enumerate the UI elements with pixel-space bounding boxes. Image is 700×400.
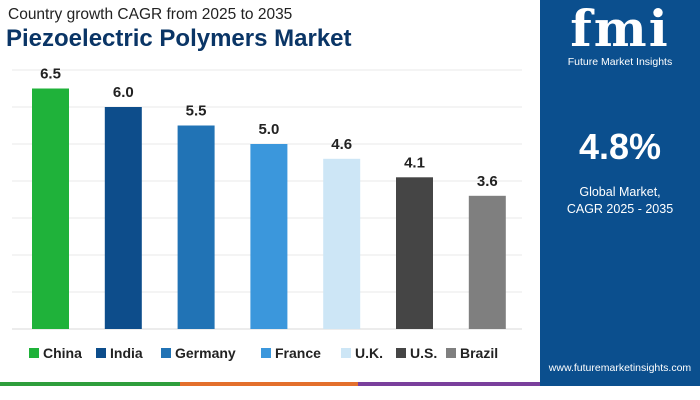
data-label-u-s: 4.1 [404, 154, 425, 171]
bar-u-s [396, 177, 433, 329]
legend-swatch-u-k [341, 348, 351, 358]
legend-swatch-france [261, 348, 271, 358]
cagr-label-line2: CAGR 2025 - 2035 [566, 202, 674, 216]
legend-label-india: India [110, 345, 143, 361]
footer-segment-blue [540, 382, 700, 386]
global-cagr-label: Global Market, CAGR 2025 - 2035 [540, 184, 700, 218]
chart-title: Piezoelectric Polymers Market [6, 25, 352, 52]
cagr-label-line1: Global Market, [579, 185, 661, 199]
data-label-france: 5.0 [258, 121, 279, 138]
data-label-brazil: 3.6 [477, 173, 498, 190]
legend-label-u-k: U.K. [355, 345, 383, 361]
logo-mark: fmi [570, 0, 670, 58]
bar-brazil [468, 195, 506, 329]
legend-label-u-s: U.S. [410, 345, 437, 361]
bar-u-k [323, 158, 361, 329]
footer-color-bar [0, 382, 700, 386]
data-label-india: 6.0 [113, 84, 134, 101]
legend-swatch-germany [161, 348, 171, 358]
footer-segment-purple [358, 382, 540, 386]
bar-france [250, 144, 288, 329]
side-panel: fmi Future Market Insights 4.8% Global M… [540, 0, 700, 382]
logo-text: Future Market Insights [567, 56, 673, 68]
chart-subtitle: Country growth CAGR from 2025 to 2035 [8, 6, 293, 23]
global-cagr-value: 4.8% [578, 126, 662, 167]
legend-swatch-brazil [446, 348, 456, 358]
website-link[interactable]: www.futuremarketinsights.com [548, 362, 692, 374]
legend-label-germany: Germany [175, 345, 236, 361]
legend-swatch-u-s [396, 348, 406, 358]
legend-label-brazil: Brazil [460, 345, 498, 361]
footer-segment-orange [180, 382, 358, 386]
data-label-u-k: 4.6 [331, 136, 352, 153]
bar-germany [177, 125, 215, 329]
fmi-logo: fmi Future Market Insights [540, 0, 700, 74]
data-label-germany: 5.5 [186, 103, 207, 120]
bar-china [32, 88, 69, 329]
legend-swatch-india [96, 348, 106, 358]
legend-swatch-china [29, 348, 39, 358]
bar-india [104, 107, 142, 329]
legend-label-france: France [275, 345, 321, 361]
data-label-china: 6.5 [40, 66, 61, 83]
footer-segment-green [0, 382, 180, 386]
bar-chart: 6.5 6.0 5.5 5.0 4.6 4.1 3.6 China India Germany Fr… [12, 66, 522, 361]
legend-label-china: China [43, 345, 82, 361]
